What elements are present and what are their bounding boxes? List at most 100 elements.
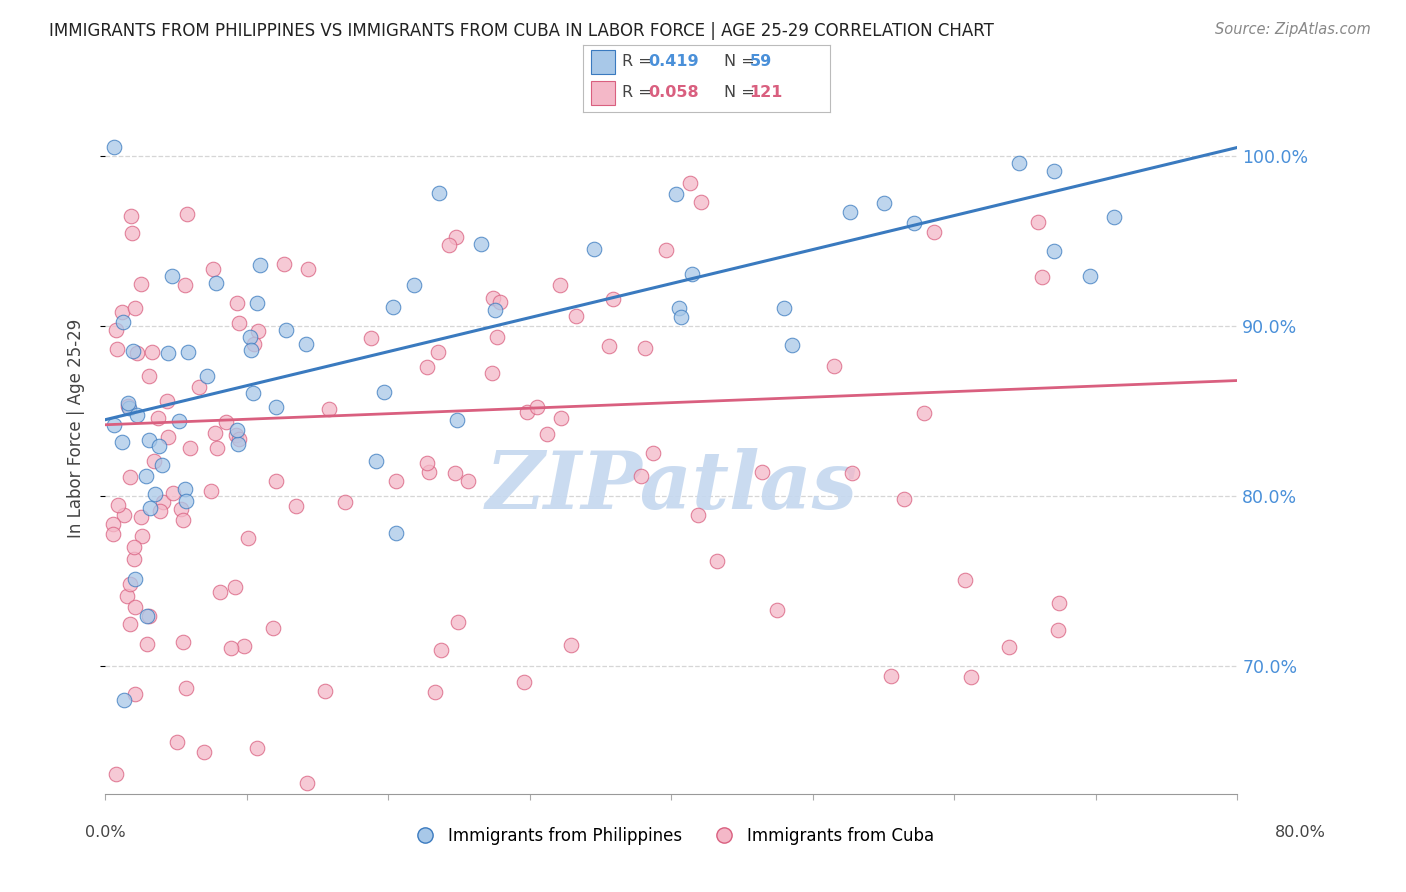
Point [295,337,318,351]
Point [437,238,460,252]
Text: R =: R = [621,54,657,70]
Point [470,237,492,252]
Point [160,268,183,283]
Point [516,405,538,419]
Point [236,531,259,545]
Point [122,552,145,566]
Point [167,415,190,429]
Point [484,303,506,318]
Point [641,446,664,460]
Point [893,492,915,507]
Point [264,474,287,488]
Point [681,267,703,281]
Point [156,394,179,409]
Point [121,226,143,240]
Point [766,603,789,617]
Point [373,384,395,399]
Bar [591,81,616,104]
Text: R =: R = [621,86,657,100]
Point [1078,268,1101,283]
Point [225,428,247,442]
Point [548,277,571,292]
Point [124,599,146,614]
Point [780,338,803,352]
Point [148,439,170,453]
Point [262,622,284,636]
Y-axis label: In Labor Force | Age 25-29: In Labor Force | Age 25-29 [66,318,84,538]
Point [139,501,162,516]
Point [131,510,153,524]
Point [669,310,692,324]
Point [418,465,440,479]
Point [111,305,134,319]
Point [214,415,236,429]
Point [560,638,582,652]
Point [751,465,773,479]
Point [157,430,180,444]
Text: IMMIGRANTS FROM PHILIPPINES VS IMMIGRANTS FROM CUBA IN LABOR FORCE | AGE 25-29 C: IMMIGRANTS FROM PHILIPPINES VS IMMIGRANT… [49,22,994,40]
Point [284,500,307,514]
Point [1042,163,1064,178]
Legend: Immigrants from Philippines, Immigrants from Cuba: Immigrants from Philippines, Immigrants … [402,820,941,851]
Text: N =: N = [724,86,759,100]
Point [179,441,201,455]
Point [127,409,149,423]
Point [115,589,138,603]
Point [427,186,450,200]
Point [903,215,925,229]
Point [124,301,146,315]
Point [239,329,262,343]
Point [564,309,586,323]
Point [105,342,128,356]
Point [655,243,678,257]
Point [224,580,246,594]
Point [162,485,184,500]
Point [706,553,728,567]
Point [172,635,194,649]
Point [526,400,548,414]
Point [1026,215,1049,229]
Point [598,339,620,353]
Point [243,337,266,351]
Point [146,411,169,425]
Point [205,276,228,290]
Point [105,323,128,337]
Point [143,487,166,501]
Point [105,767,128,781]
Text: 80.0%: 80.0% [1275,825,1326,840]
Text: N =: N = [724,54,759,70]
Point [416,360,439,375]
Point [880,669,903,683]
Point [482,291,505,305]
Point [1047,596,1070,610]
Text: 0.419: 0.419 [648,54,699,70]
Bar [591,50,616,74]
Point [107,498,129,512]
Point [430,643,453,657]
Point [174,278,197,293]
Text: 0.0%: 0.0% [86,825,125,840]
Point [120,617,142,632]
Point [138,609,160,624]
Text: 0.058: 0.058 [648,86,699,100]
Point [112,693,135,707]
Point [200,483,222,498]
Point [686,508,709,522]
Point [188,380,211,394]
Point [246,296,269,310]
Point [318,401,340,416]
Point [634,341,657,355]
Point [314,683,336,698]
Point [297,775,319,789]
Point [1007,156,1029,170]
Point [208,585,231,599]
Point [602,293,624,307]
Point [246,741,269,756]
Point [120,209,142,223]
Point [166,735,188,749]
Point [174,482,197,496]
Point [385,526,408,541]
Point [959,670,981,684]
Point [103,527,125,541]
Point [204,426,226,441]
